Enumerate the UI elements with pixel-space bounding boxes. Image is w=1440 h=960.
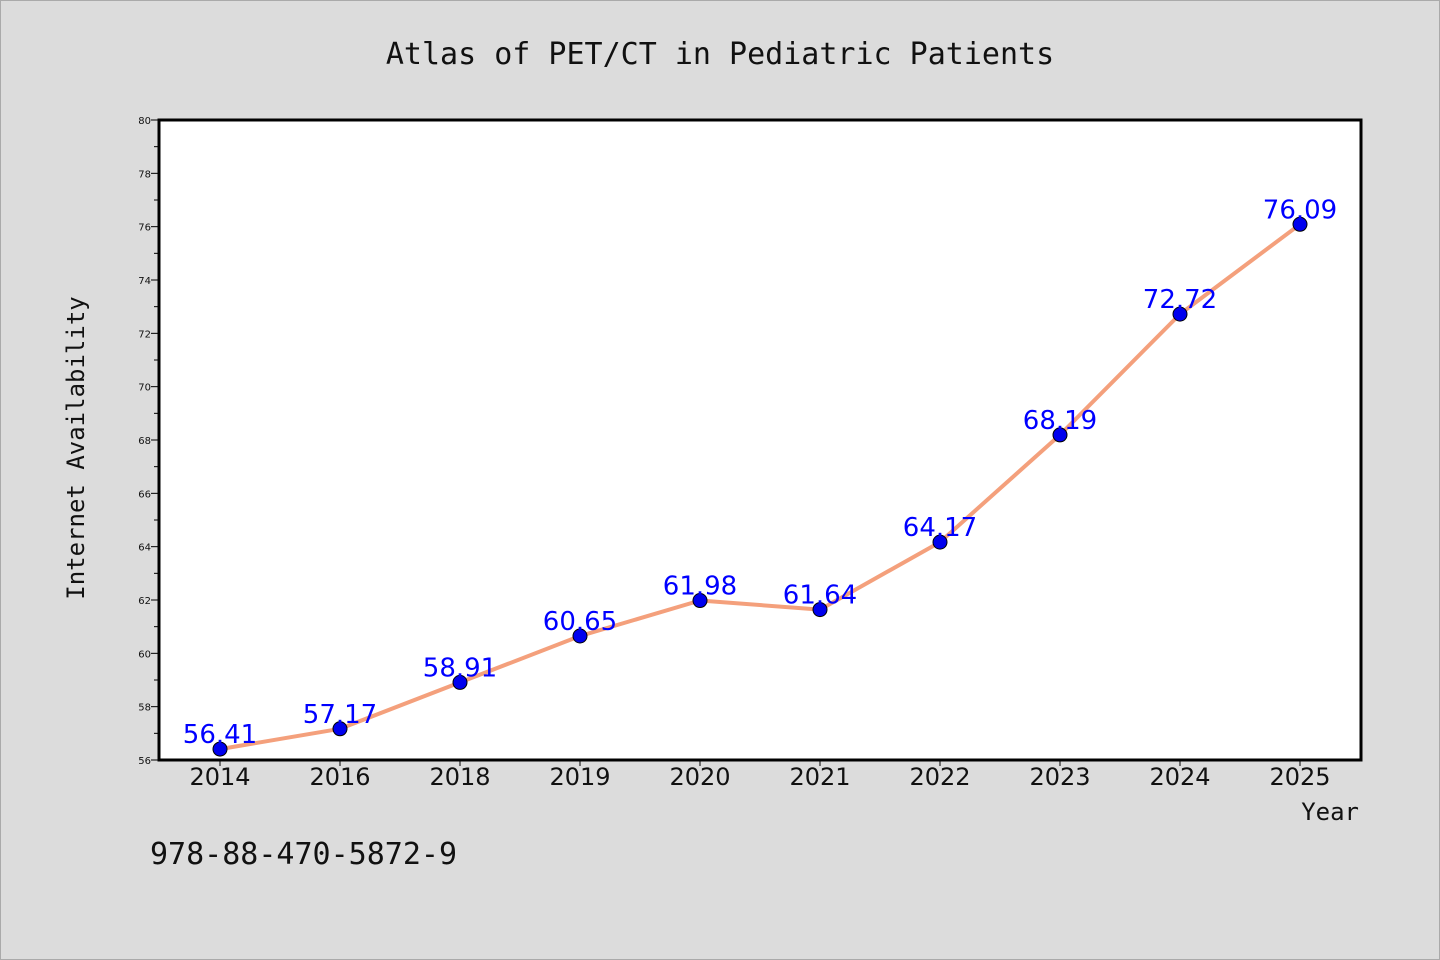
data-label: 57.17	[303, 700, 377, 730]
x-tick-label: 2020	[669, 763, 730, 791]
data-label: 72.72	[1143, 285, 1217, 315]
y-tick-label: 66	[138, 489, 151, 500]
x-tick-label: 2019	[549, 763, 610, 791]
isbn-text: 978-88-470-5872-9	[150, 837, 457, 872]
data-point	[1172, 306, 1188, 322]
data-label: 56.41	[183, 720, 257, 750]
data-label: 58.91	[423, 653, 497, 683]
data-point	[932, 534, 948, 550]
y-tick-label: 62	[138, 596, 151, 607]
x-tick-label: 2014	[189, 763, 250, 791]
x-axis: 2014 2016 2018 2019 2020 2021 2022 2023 2024 2025	[189, 760, 1331, 791]
data-label: 68.19	[1023, 406, 1097, 436]
x-tick-label: 2025	[1269, 763, 1330, 791]
plot-frame	[157, 118, 1363, 762]
data-point	[1052, 427, 1068, 443]
x-axis-label: Year	[1301, 798, 1359, 826]
y-tick-label: 76	[138, 223, 151, 234]
data-point	[1292, 216, 1308, 232]
series-line	[218, 222, 1302, 752]
y-tick-label: 72	[138, 329, 151, 340]
y-tick-label: 68	[138, 436, 151, 447]
data-markers	[212, 216, 1308, 757]
data-label: 64.17	[903, 513, 977, 543]
data-labels: 56.41 57.17 58.91 60.65 61.98 61.64 64.17 68.19…	[183, 195, 1337, 750]
plot-area	[159, 120, 1361, 760]
y-tick-label: 56	[138, 756, 151, 767]
x-tick-label: 2016	[309, 763, 370, 791]
data-label: 60.65	[543, 607, 617, 637]
data-point	[212, 741, 228, 757]
x-tick-label: 2021	[789, 763, 850, 791]
data-point	[812, 602, 828, 618]
y-tick-label: 74	[138, 276, 151, 287]
chart-title: Atlas of PET/CT in Pediatric Patients	[386, 37, 1054, 72]
data-point	[452, 674, 468, 690]
x-tick-label: 2024	[1149, 763, 1210, 791]
x-tick-label: 2023	[1029, 763, 1090, 791]
data-point	[332, 721, 348, 737]
x-tick-label: 2018	[429, 763, 490, 791]
x-tick-label: 2022	[909, 763, 970, 791]
y-tick-label: 58	[138, 703, 151, 714]
y-tick-label: 78	[138, 169, 151, 180]
y-axis: 56 58 60 62 64 66 68 70 72 74 76 78 80	[138, 116, 159, 767]
y-tick-label: 60	[138, 649, 151, 660]
y-tick-label: 70	[138, 383, 151, 394]
data-label: 61.64	[783, 581, 857, 611]
y-tick-label: 80	[138, 116, 151, 127]
data-point	[572, 628, 588, 644]
data-point	[692, 593, 708, 609]
y-tick-label: 64	[138, 543, 151, 554]
data-label: 76.09	[1263, 195, 1337, 225]
y-axis-label: Internet Availability	[62, 296, 90, 599]
data-label: 61.98	[663, 572, 737, 602]
